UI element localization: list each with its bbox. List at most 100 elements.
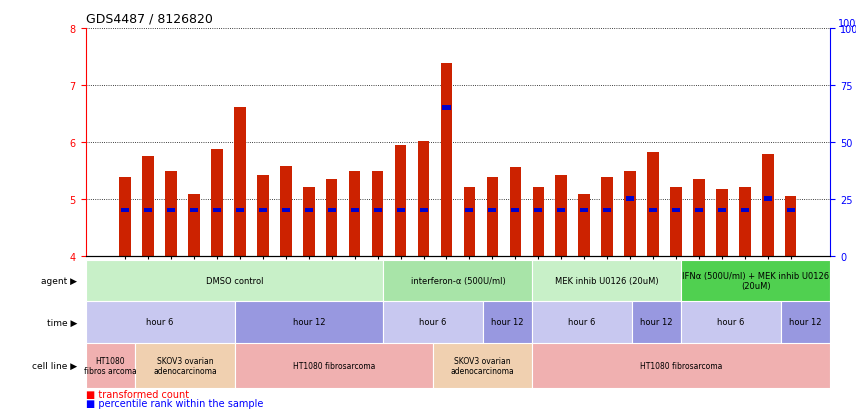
Bar — [532, 260, 681, 301]
Bar — [419, 208, 427, 213]
Bar — [142, 157, 154, 256]
Bar — [718, 208, 726, 213]
Bar — [483, 301, 532, 343]
Bar — [383, 260, 532, 301]
Bar — [693, 179, 704, 256]
Text: hour 6: hour 6 — [717, 318, 745, 327]
Bar — [213, 208, 221, 213]
Bar — [167, 208, 175, 213]
Text: HT1080
fibros arcoma: HT1080 fibros arcoma — [84, 356, 137, 375]
Bar — [351, 208, 359, 213]
Bar — [396, 208, 405, 213]
Bar — [122, 208, 129, 213]
Text: ■ transformed count: ■ transformed count — [86, 389, 188, 399]
Text: hour 12: hour 12 — [640, 318, 673, 327]
Bar — [135, 343, 235, 388]
Text: time ▶: time ▶ — [47, 318, 77, 327]
Bar — [383, 301, 483, 343]
Text: ■ percentile rank within the sample: ■ percentile rank within the sample — [86, 398, 263, 408]
Bar — [466, 208, 473, 213]
Bar — [681, 301, 781, 343]
Bar — [188, 195, 199, 256]
Bar — [556, 176, 567, 256]
Text: hour 12: hour 12 — [491, 318, 524, 327]
Bar — [672, 208, 680, 213]
Bar — [579, 195, 590, 256]
Bar — [649, 208, 657, 213]
Bar — [740, 208, 749, 213]
Bar — [781, 301, 830, 343]
Bar — [433, 343, 532, 388]
Bar — [509, 168, 521, 256]
Bar — [165, 172, 177, 256]
Text: interferon-α (500U/ml): interferon-α (500U/ml) — [411, 276, 505, 285]
Bar — [762, 155, 774, 256]
Bar — [373, 208, 382, 213]
Text: hour 12: hour 12 — [293, 318, 325, 327]
Bar — [303, 188, 314, 256]
Bar — [236, 208, 244, 213]
Bar — [580, 208, 588, 213]
Bar — [257, 176, 269, 256]
Text: 100%: 100% — [838, 19, 856, 29]
Bar — [259, 208, 267, 213]
Bar — [739, 188, 751, 256]
Bar — [764, 197, 772, 202]
Text: hour 6: hour 6 — [146, 318, 174, 327]
Bar — [395, 145, 407, 256]
Bar — [626, 197, 634, 202]
Bar — [349, 172, 360, 256]
Bar — [647, 153, 659, 256]
Text: hour 6: hour 6 — [568, 318, 596, 327]
Text: DMSO control: DMSO control — [205, 276, 264, 285]
Bar — [120, 178, 131, 256]
Bar — [632, 301, 681, 343]
Bar — [532, 188, 544, 256]
Bar — [487, 178, 498, 256]
Bar — [603, 208, 611, 213]
Bar — [280, 166, 292, 256]
Bar — [624, 172, 636, 256]
Bar — [235, 301, 383, 343]
Bar — [464, 188, 475, 256]
Bar — [443, 106, 450, 111]
Text: cell line ▶: cell line ▶ — [32, 361, 77, 370]
Text: hour 12: hour 12 — [789, 318, 822, 327]
Bar — [235, 107, 246, 256]
Text: SKOV3 ovarian
adenocarcinoma: SKOV3 ovarian adenocarcinoma — [451, 356, 514, 375]
Bar — [532, 343, 830, 388]
Text: agent ▶: agent ▶ — [41, 276, 77, 285]
Bar — [86, 343, 135, 388]
Text: SKOV3 ovarian
adenocarcinoma: SKOV3 ovarian adenocarcinoma — [153, 356, 217, 375]
Bar — [144, 208, 152, 213]
Bar — [670, 188, 681, 256]
Bar — [681, 260, 830, 301]
Bar — [372, 172, 383, 256]
Bar — [211, 149, 223, 256]
Bar — [602, 178, 613, 256]
Bar — [235, 343, 433, 388]
Text: GDS4487 / 8126820: GDS4487 / 8126820 — [86, 12, 212, 25]
Text: HT1080 fibrosarcoma: HT1080 fibrosarcoma — [293, 361, 375, 370]
Text: HT1080 fibrosarcoma: HT1080 fibrosarcoma — [640, 361, 722, 370]
Bar — [787, 208, 794, 213]
Bar — [534, 208, 543, 213]
Bar — [511, 208, 520, 213]
Bar — [489, 208, 496, 213]
Bar — [695, 208, 703, 213]
Bar — [305, 208, 312, 213]
Text: MEK inhib U0126 (20uM): MEK inhib U0126 (20uM) — [555, 276, 659, 285]
Bar — [326, 179, 337, 256]
Bar — [328, 208, 336, 213]
Bar — [418, 141, 429, 256]
Bar — [190, 208, 198, 213]
Bar — [716, 189, 728, 256]
Bar — [86, 260, 383, 301]
Bar — [532, 301, 632, 343]
Text: hour 6: hour 6 — [419, 318, 447, 327]
Bar — [785, 197, 796, 256]
Bar — [282, 208, 290, 213]
Bar — [441, 64, 452, 256]
Bar — [86, 301, 235, 343]
Text: IFNα (500U/ml) + MEK inhib U0126
(20uM): IFNα (500U/ml) + MEK inhib U0126 (20uM) — [682, 271, 829, 290]
